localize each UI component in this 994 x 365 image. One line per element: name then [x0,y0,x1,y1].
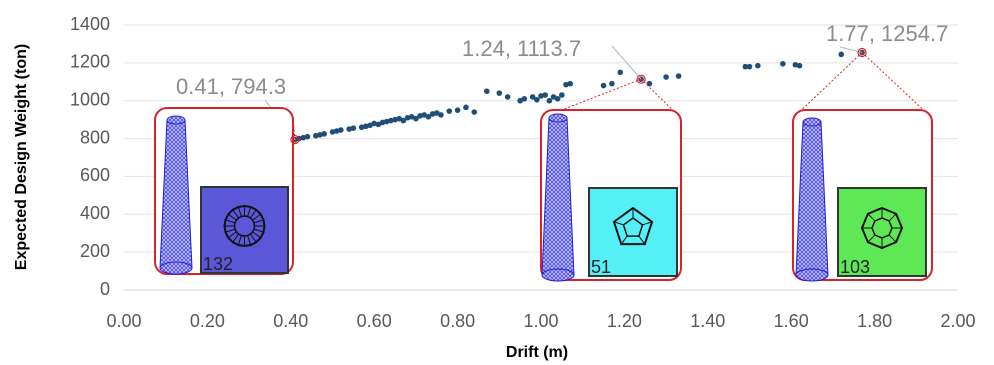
page: {"chart_data":{"type":"scatter","x_label… [0,0,994,365]
point [534,97,540,103]
x-tick-label: 1.60 [774,311,809,331]
y-tick-label: 200 [80,241,110,261]
point [351,125,357,131]
point [547,98,553,104]
x-tick-label: 1.00 [523,311,558,331]
x-axis-title: Drift (m) [506,344,568,361]
y-tick-label: 1400 [70,14,110,34]
design-id: 132 [203,254,233,274]
point [755,63,761,69]
point [471,109,477,115]
x-tick-label: 0.40 [273,311,308,331]
tower-top [549,114,567,122]
point [338,127,344,133]
y-axis-title: Expected Design Weight (ton) [13,44,30,270]
connector [793,53,862,118]
y-tick-label: 1000 [70,89,110,109]
annotation-label: 0.41, 794.3 [176,74,286,99]
point [663,74,669,80]
point [438,112,444,118]
point [559,92,565,98]
design-id: 51 [591,257,611,277]
point [305,134,311,140]
tower-top [803,118,821,126]
point [838,52,844,58]
annotation-label: 1.77, 1254.7 [826,21,948,46]
connector [862,53,932,118]
point [676,73,682,79]
x-tick-label: 1.40 [690,311,725,331]
y-tick-label: 1200 [70,52,110,72]
tower-base [796,269,828,281]
point [463,105,469,111]
x-tick-label: 1.80 [857,311,892,331]
point [484,88,490,94]
x-tick-label: 1.20 [607,311,642,331]
point [505,94,511,100]
point [446,108,452,114]
point [455,107,461,113]
point [797,63,803,69]
chart: Drift (m) Expected Design Weight (ton) 0… [0,0,994,365]
x-tick-label: 0.80 [440,311,475,331]
point [609,81,615,87]
y-tick-label: 600 [80,165,110,185]
point [567,81,573,87]
point [747,64,753,70]
tower-top [167,116,185,124]
x-tick-label: 0.20 [190,311,225,331]
point [522,96,528,102]
x-tick-label: 0.60 [357,311,392,331]
design-id: 103 [840,257,870,277]
point [542,92,548,98]
tower-base [542,269,574,281]
point [555,96,561,102]
point [497,90,503,96]
point [780,61,786,67]
x-tick-label: 2.00 [940,311,975,331]
point [601,83,607,89]
point [321,131,327,137]
x-tick-label: 0.00 [106,311,141,331]
y-tick-label: 0 [100,279,110,299]
point [617,70,623,76]
y-tick-label: 800 [80,127,110,147]
annotation-label: 1.24, 1113.7 [462,36,581,61]
tower-base [160,262,192,274]
y-tick-label: 400 [80,203,110,223]
